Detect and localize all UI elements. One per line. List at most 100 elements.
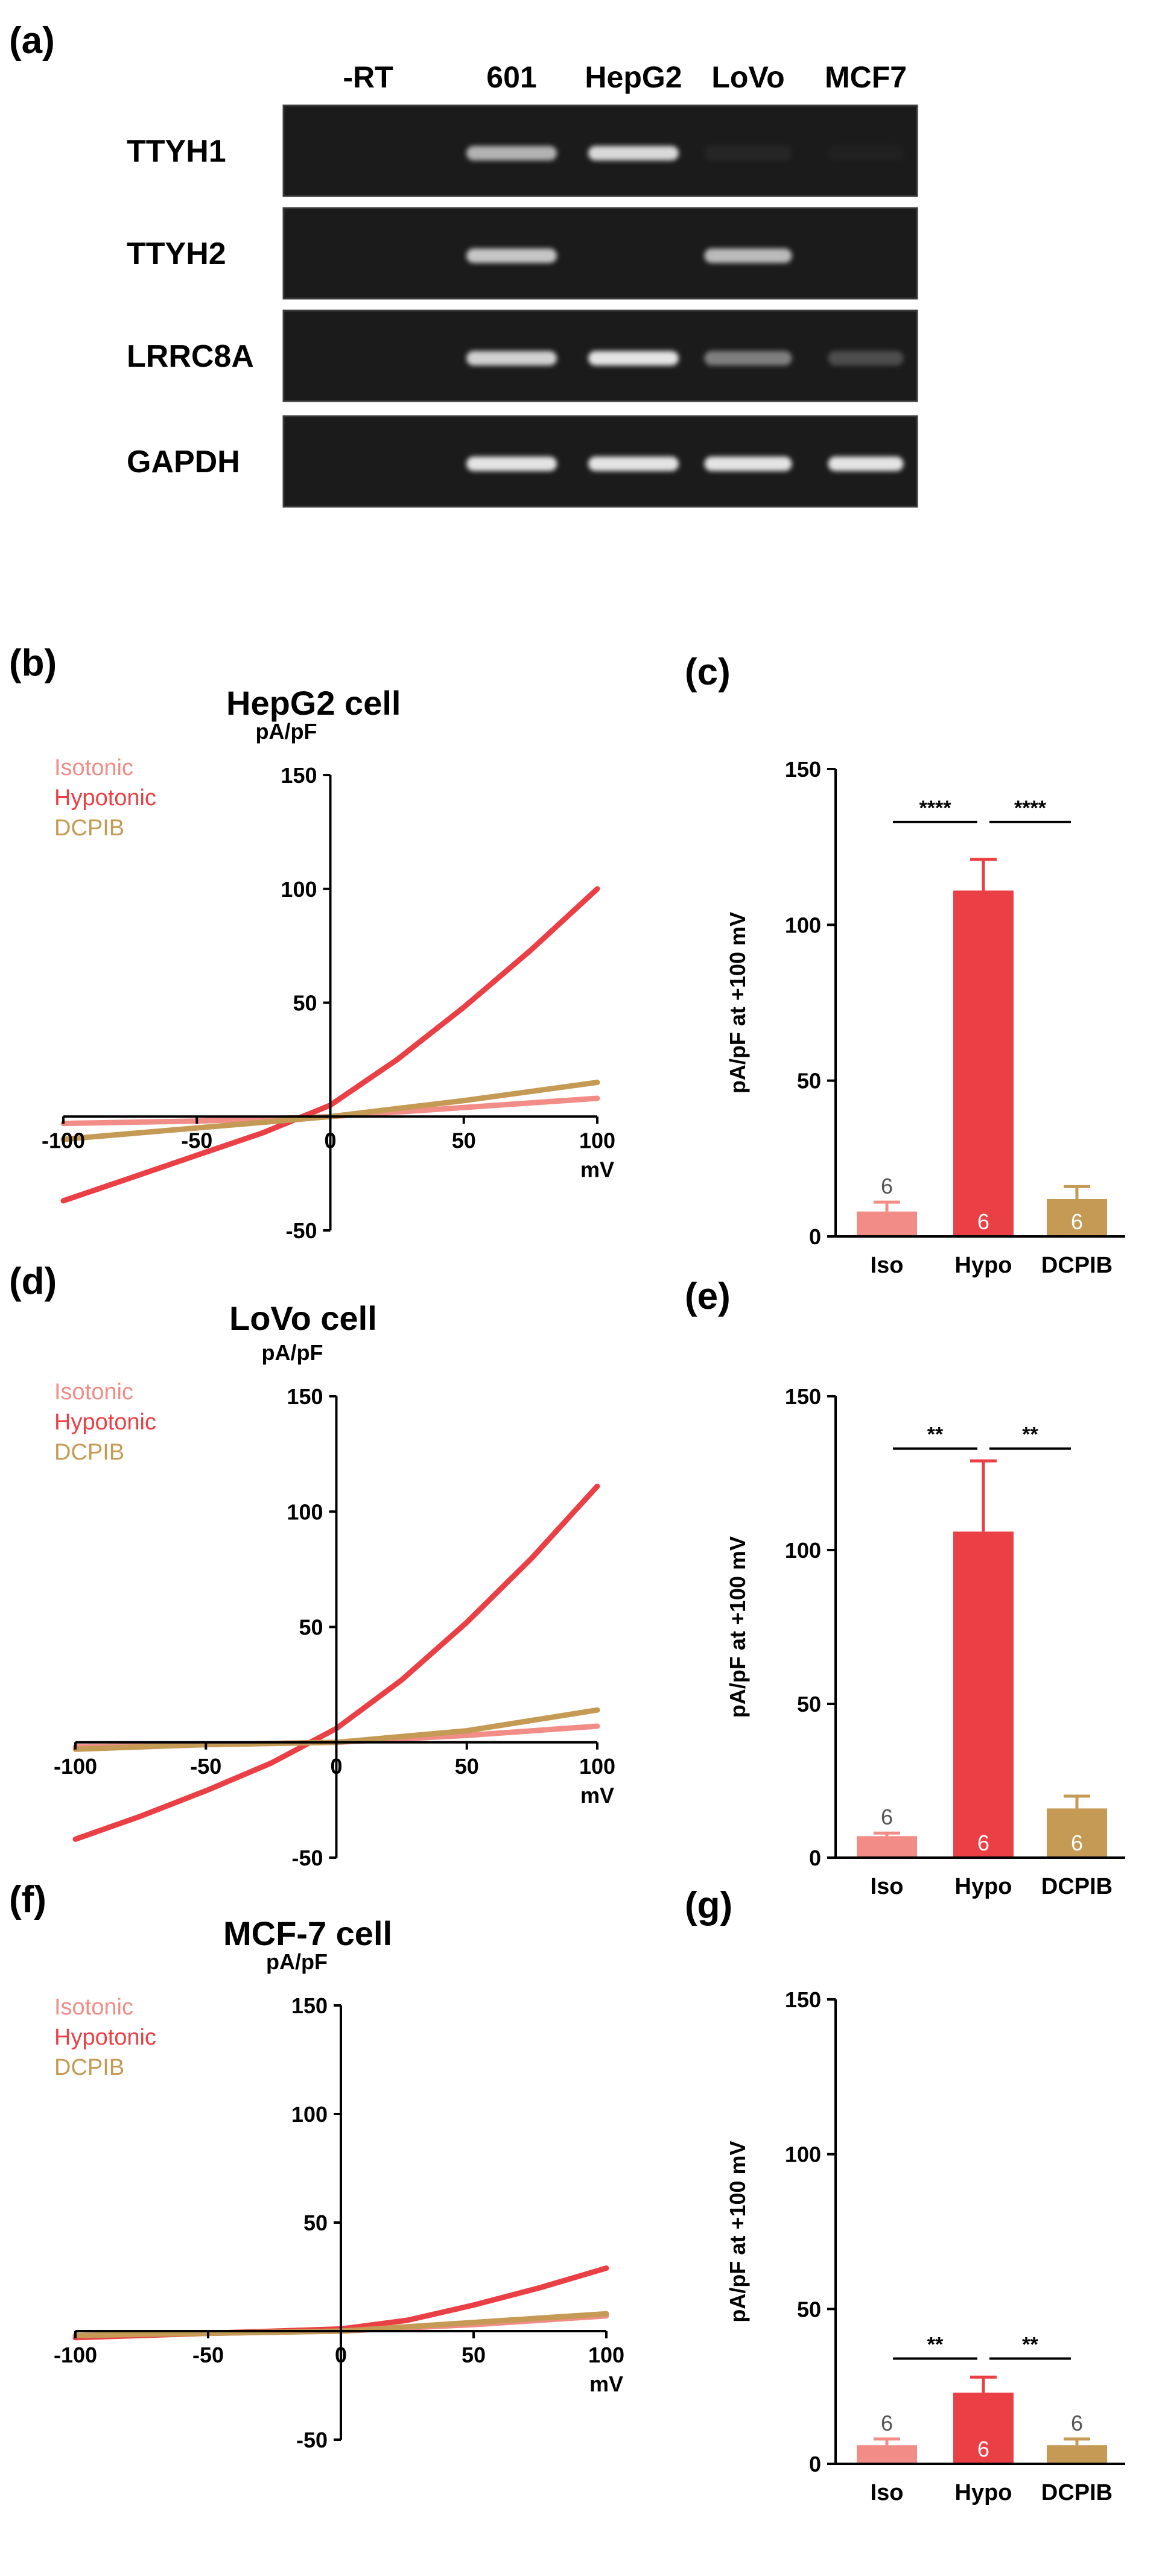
legend-entry: DCPIB <box>54 2055 124 2080</box>
y-tick-label: 100 <box>287 1499 323 1524</box>
gene-label: LRRC8A <box>127 339 254 374</box>
n-label: 6 <box>1071 2411 1083 2435</box>
x-tick-label: 100 <box>588 2343 624 2367</box>
bar-hypo <box>953 1531 1014 1858</box>
y-tick-label: 100 <box>785 913 821 937</box>
chart-title: LoVo cell <box>229 1299 377 1337</box>
category-label: Iso <box>871 1253 904 1278</box>
gel-band <box>588 457 679 471</box>
y-tick-label: 150 <box>785 757 821 782</box>
n-label: 6 <box>1071 1831 1083 1855</box>
y-tick-label: 0 <box>809 1224 821 1249</box>
y-axis-label: pA/pF at +100 mV <box>725 1536 750 1718</box>
lane-label: -RT <box>343 60 393 94</box>
y-tick-label: 0 <box>809 2452 821 2476</box>
iv-chart-lovo: (d) LoVo cell Isotonic Hypotonic DCPIB -100 -5… <box>9 1261 615 1870</box>
y-tick-label: 150 <box>287 1384 323 1409</box>
x-axis-label: mV <box>580 1157 614 1182</box>
legend-entry: Isotonic <box>54 755 133 780</box>
category-label: DCPIB <box>1041 1253 1113 1278</box>
y-axis-label: pA/pF <box>256 719 317 744</box>
significance-label: ** <box>1022 1423 1038 1446</box>
y-tick-label: 150 <box>785 1384 821 1409</box>
gel-panel: (a) -RT 601 HepG2 LoVo MCF7 TTYH1 TTYH2 LRRC8A GA… <box>9 20 918 508</box>
gel-band <box>704 248 792 263</box>
panel-label: (e) <box>685 1276 731 1317</box>
bar-chart-lovo: (e) pA/pF at +100 mV 6 Iso 6 Hypo 6 DCPIB 0 50 100… <box>685 1276 1125 1899</box>
legend-entry: Hypotonic <box>54 785 156 811</box>
legend-entry: DCPIB <box>54 1440 124 1465</box>
y-axis-label: pA/pF at +100 mV <box>725 912 750 1093</box>
y-tick-label: 150 <box>281 763 317 788</box>
x-tick-label: -100 <box>54 2343 97 2367</box>
panel-label: (g) <box>685 1885 732 1926</box>
significance-label: **** <box>919 797 952 820</box>
bar-iso <box>857 1836 917 1858</box>
panel-label: (f) <box>9 1879 46 1920</box>
gel-band <box>704 146 792 160</box>
x-tick-label: 0 <box>330 1754 342 1779</box>
y-tick-label: 100 <box>785 2142 821 2167</box>
bar-iso <box>857 1211 917 1236</box>
n-label: 6 <box>1071 1209 1083 1234</box>
gene-label: TTYH1 <box>127 134 226 169</box>
panel-label: (b) <box>9 642 57 684</box>
panel-label: (d) <box>9 1261 57 1302</box>
chart-title: HepG2 cell <box>226 684 401 722</box>
category-label: DCPIB <box>1041 1874 1113 1899</box>
y-tick-label: 100 <box>291 2102 328 2127</box>
gel-band <box>588 351 679 366</box>
y-tick-label: 50 <box>303 2210 328 2235</box>
gel-band <box>828 457 904 471</box>
gel-band <box>466 248 557 263</box>
bar-dcpib <box>1047 1808 1107 1858</box>
y-axis-label: pA/pF <box>266 1949 328 1974</box>
significance-label: ** <box>927 2333 944 2356</box>
n-label: 6 <box>881 2411 893 2435</box>
significance-label: **** <box>1014 797 1047 820</box>
gel-band <box>704 351 792 366</box>
gel-band <box>466 351 557 366</box>
y-tick-label: 50 <box>797 2297 821 2321</box>
significance-label: ** <box>927 1423 944 1446</box>
x-axis-label: mV <box>580 1783 614 1808</box>
n-label: 6 <box>977 1209 989 1234</box>
y-tick-label: 150 <box>291 1993 328 2018</box>
x-tick-label: 50 <box>452 1128 476 1153</box>
panel-label: (a) <box>9 20 55 62</box>
significance-label: ** <box>1022 2333 1038 2356</box>
legend-entry: DCPIB <box>54 815 124 841</box>
gel-band <box>828 146 904 160</box>
y-tick-label: 100 <box>281 877 317 902</box>
bar-hypo <box>953 890 1014 1236</box>
y-tick-label: 50 <box>293 991 317 1016</box>
x-tick-label: 0 <box>335 2343 347 2367</box>
category-label: DCPIB <box>1041 2480 1113 2505</box>
x-tick-label: 50 <box>462 2343 486 2367</box>
bar-dcpib <box>1047 1199 1107 1236</box>
x-tick-label: -100 <box>42 1128 85 1153</box>
bar-hypo <box>953 2392 1014 2464</box>
lane-label: 601 <box>486 60 536 94</box>
bar-chart-mcf7: (g) pA/pF at +100 mV 6 Iso 6 Hypo 6 DCPIB 0 50 100… <box>685 1885 1125 2505</box>
category-label: Iso <box>871 2480 904 2505</box>
gene-label: TTYH2 <box>127 236 226 271</box>
legend-entry: Isotonic <box>54 1995 133 2020</box>
y-tick-label: 50 <box>797 1692 821 1717</box>
y-tick-label: 0 <box>809 1846 821 1870</box>
x-tick-label: -50 <box>181 1128 212 1153</box>
n-label: 6 <box>881 1805 893 1829</box>
panel-label: (c) <box>685 651 731 693</box>
n-label: 6 <box>977 1831 989 1855</box>
iv-chart-hepg2: (b) HepG2 cell Isotonic Hypotonic DCPIB -100 -… <box>9 642 615 1243</box>
gene-label: GAPDH <box>127 445 240 479</box>
iv-chart-mcf7: (f) MCF-7 cell Isotonic Hypotonic DCPIB -100 -… <box>9 1879 624 2452</box>
x-tick-label: 100 <box>579 1128 615 1153</box>
gel-band <box>828 351 904 366</box>
gel-band <box>588 146 679 160</box>
y-tick-label: 150 <box>785 1987 821 2012</box>
lane-label: MCF7 <box>825 60 907 94</box>
x-tick-label: 100 <box>579 1754 615 1779</box>
n-label: 6 <box>977 2437 989 2461</box>
